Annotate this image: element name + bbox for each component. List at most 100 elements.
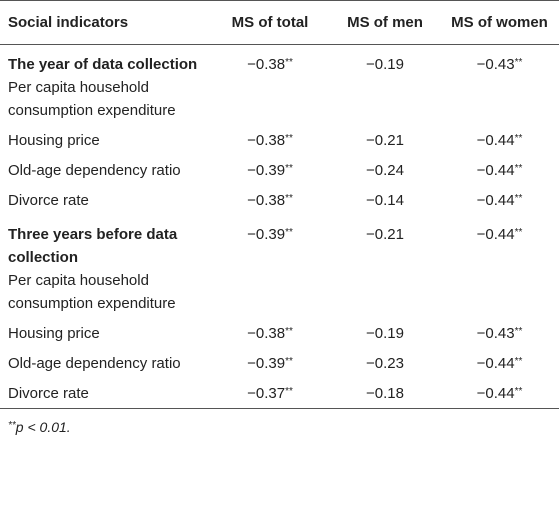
footnote-text: p < 0.01. xyxy=(15,419,71,435)
value-cell: −0.18 xyxy=(330,378,440,409)
value-cell: −0.43** xyxy=(440,45,559,126)
value-cell: −0.44** xyxy=(440,125,559,155)
row-label-cell: Old-age dependency ratio xyxy=(0,155,210,185)
significance-mark: ** xyxy=(285,227,293,238)
value-cell: −0.44** xyxy=(440,348,559,378)
significance-mark: ** xyxy=(285,193,293,204)
value-cell: −0.38** xyxy=(210,318,330,348)
header-row: Social indicators MS of total MS of men MS … xyxy=(0,0,559,45)
value-cell: −0.21 xyxy=(330,125,440,155)
row-label: Old-age dependency ratio xyxy=(8,162,181,179)
row-label-cell: Three years before data collection Per ca… xyxy=(0,215,210,318)
value-cell: −0.38** xyxy=(210,45,330,126)
value-cell: −0.14 xyxy=(330,185,440,215)
section-heading: Three years before data collection xyxy=(8,226,178,266)
significance-mark: ** xyxy=(285,163,293,174)
row-label-cell: Divorce rate xyxy=(0,185,210,215)
row-label-cell: Housing price xyxy=(0,125,210,155)
value-cell: −0.38** xyxy=(210,125,330,155)
value-cell: −0.44** xyxy=(440,378,559,409)
row-label: Housing price xyxy=(8,325,100,342)
value: −0.43 xyxy=(476,56,515,73)
value-cell: −0.19 xyxy=(330,318,440,348)
row-label-cell: Old-age dependency ratio xyxy=(0,348,210,378)
value: −0.44 xyxy=(476,132,515,149)
row-label-cell: The year of data collection Per capita ho… xyxy=(0,45,210,126)
value-cell: −0.44** xyxy=(440,215,559,318)
column-header: MS of women xyxy=(440,0,559,45)
row-label-cell: Housing price xyxy=(0,318,210,348)
value: −0.44 xyxy=(476,162,515,179)
value: −0.38 xyxy=(247,132,286,149)
table-row: Three years before data collection Per ca… xyxy=(0,215,559,318)
column-header: MS of total xyxy=(210,0,330,45)
value: −0.39 xyxy=(247,355,286,372)
value: −0.23 xyxy=(366,355,404,372)
value: −0.39 xyxy=(247,226,286,243)
significance-mark: ** xyxy=(514,326,523,337)
value-cell: −0.39** xyxy=(210,155,330,185)
row-label: Old-age dependency ratio xyxy=(8,355,181,372)
row-label: Housing price xyxy=(8,132,100,149)
value: −0.21 xyxy=(366,226,404,243)
row-label-cell: Divorce rate xyxy=(0,378,210,409)
value: −0.14 xyxy=(366,192,404,209)
value-cell: −0.23 xyxy=(330,348,440,378)
value: −0.19 xyxy=(366,56,404,73)
value: −0.38 xyxy=(247,56,286,73)
row-label: Divorce rate xyxy=(8,385,89,402)
value: −0.44 xyxy=(476,192,515,209)
value-cell: −0.21 xyxy=(330,215,440,318)
table-row: Old-age dependency ratio −0.39** −0.24 −0.4… xyxy=(0,155,559,185)
value: −0.37 xyxy=(247,385,286,402)
significance-mark: ** xyxy=(285,386,293,397)
value-cell: −0.19 xyxy=(330,45,440,126)
footnote: **p < 0.01. xyxy=(8,419,559,435)
row-label: Per capita household consumption expendi… xyxy=(8,272,176,312)
table-row: The year of data collection Per capita ho… xyxy=(0,45,559,126)
value: −0.18 xyxy=(366,385,404,402)
significance-mark: ** xyxy=(285,133,293,144)
significance-mark: ** xyxy=(514,133,523,144)
significance-mark: ** xyxy=(514,227,523,238)
value: −0.39 xyxy=(247,162,286,179)
row-label: Divorce rate xyxy=(8,192,89,209)
table-row: Old-age dependency ratio −0.39** −0.23 −0.4… xyxy=(0,348,559,378)
significance-mark: ** xyxy=(285,326,293,337)
footnote-mark: ** xyxy=(8,420,16,431)
significance-mark: ** xyxy=(285,356,293,367)
value: −0.38 xyxy=(247,192,286,209)
value: −0.21 xyxy=(366,132,404,149)
value-cell: −0.39** xyxy=(210,215,330,318)
value-cell: −0.44** xyxy=(440,155,559,185)
table-row: Divorce rate −0.37** −0.18 −0.44** xyxy=(0,378,559,409)
value: −0.44 xyxy=(476,355,515,372)
value-cell: −0.38** xyxy=(210,185,330,215)
significance-mark: ** xyxy=(514,386,523,397)
table-row: Housing price −0.38** −0.19 −0.43** xyxy=(0,318,559,348)
value: −0.43 xyxy=(476,325,515,342)
value-cell: −0.24 xyxy=(330,155,440,185)
value-cell: −0.37** xyxy=(210,378,330,409)
value: −0.38 xyxy=(247,325,286,342)
significance-mark: ** xyxy=(285,57,293,68)
value: −0.19 xyxy=(366,325,404,342)
data-table: Social indicators MS of total MS of men MS … xyxy=(0,0,559,409)
row-label: Per capita household consumption expendi… xyxy=(8,79,176,119)
value-cell: −0.43** xyxy=(440,318,559,348)
significance-mark: ** xyxy=(514,193,523,204)
value: −0.44 xyxy=(476,385,515,402)
significance-mark: ** xyxy=(514,163,523,174)
value-cell: −0.39** xyxy=(210,348,330,378)
column-header: Social indicators xyxy=(0,0,210,45)
significance-mark: ** xyxy=(514,57,523,68)
value-cell: −0.44** xyxy=(440,185,559,215)
column-header: MS of men xyxy=(330,0,440,45)
value: −0.44 xyxy=(476,226,515,243)
table-body: The year of data collection Per capita ho… xyxy=(0,45,559,409)
table-row: Housing price −0.38** −0.21 −0.44** xyxy=(0,125,559,155)
significance-mark: ** xyxy=(514,356,523,367)
table-row: Divorce rate −0.38** −0.14 −0.44** xyxy=(0,185,559,215)
value: −0.24 xyxy=(366,162,404,179)
